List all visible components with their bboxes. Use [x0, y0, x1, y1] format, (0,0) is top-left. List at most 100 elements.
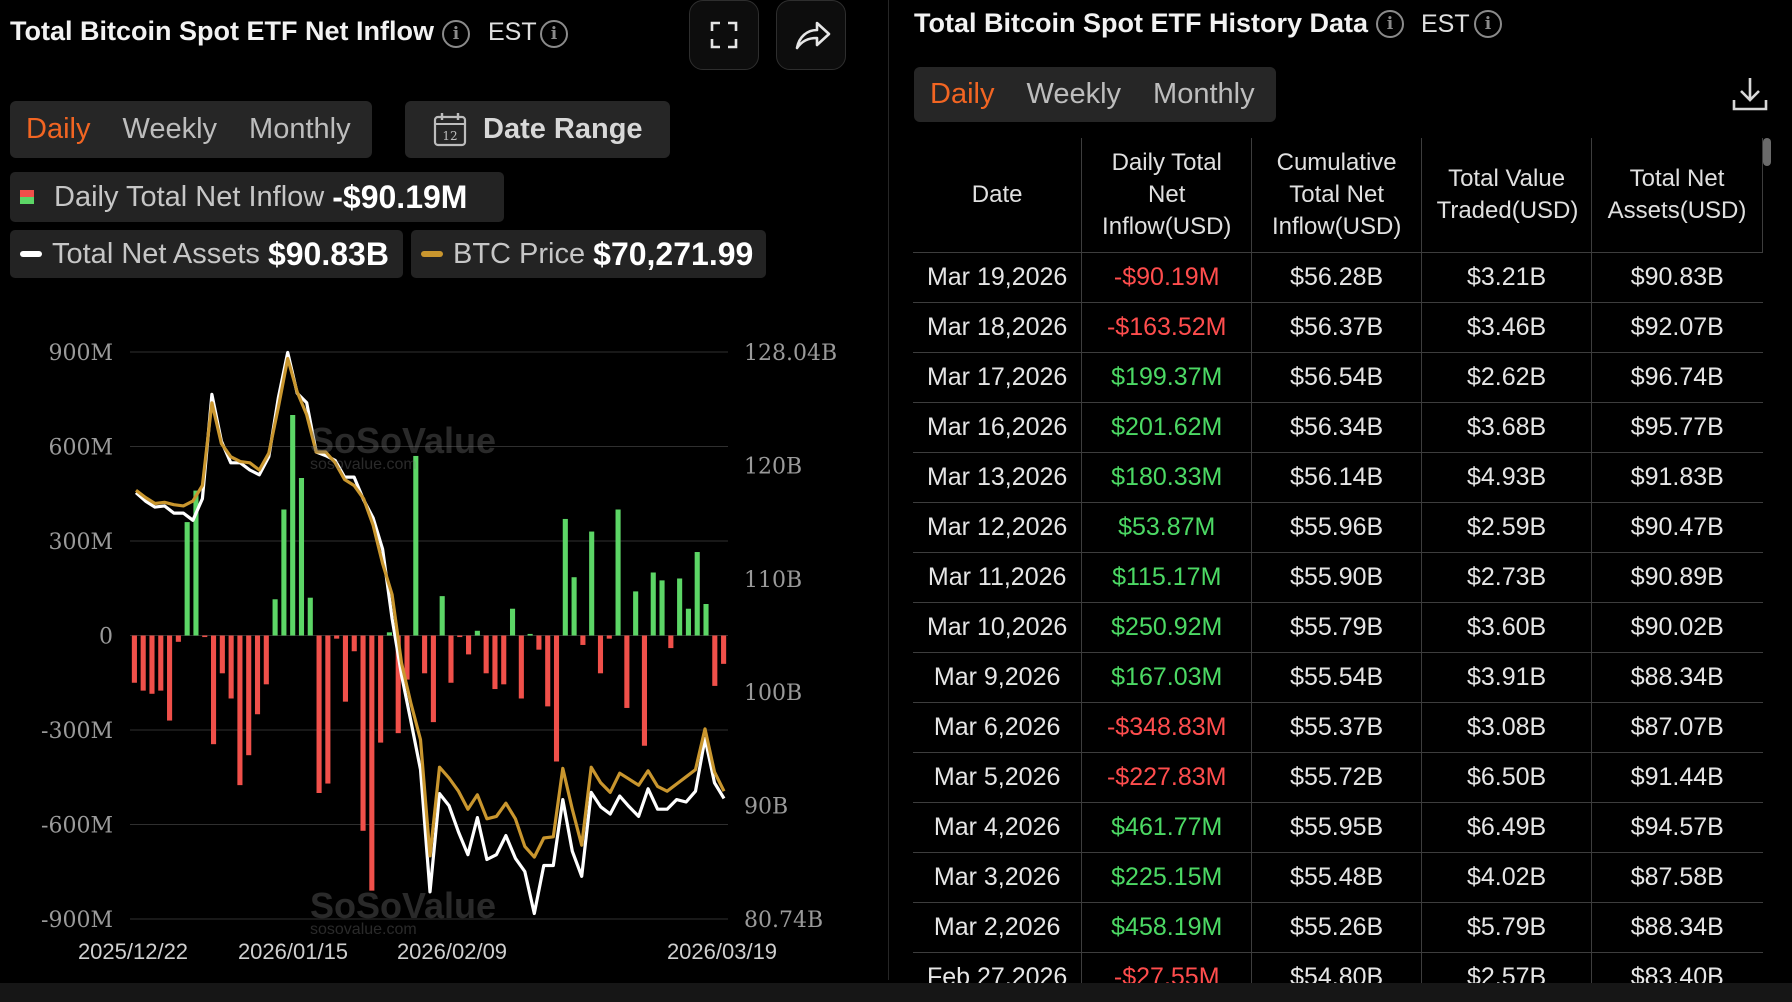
cell-daily-inflow: $225.15M: [1081, 852, 1252, 903]
cell-date: Mar 16,2026: [913, 402, 1082, 453]
col-header-date[interactable]: Date: [913, 138, 1083, 253]
inflow-bar: [641, 635, 648, 746]
info-icon[interactable]: i: [442, 20, 470, 48]
fullscreen-button[interactable]: [689, 0, 759, 70]
timezone-label: EST: [488, 18, 537, 46]
inflow-chart[interactable]: 900M 600M 300M 0 -300M -600M -900M 128.04B 120B 1…: [0, 300, 880, 990]
date-range-button[interactable]: 12 Date Range: [405, 101, 670, 158]
date-range-label: Date Range: [483, 113, 643, 145]
cell-cumulative: $55.48B: [1251, 852, 1422, 903]
cell-daily-inflow: $53.87M: [1081, 502, 1252, 553]
cell-net-assets: $90.83B: [1591, 252, 1763, 303]
cell-net-assets: $94.57B: [1591, 802, 1763, 853]
cell-daily-inflow: $201.62M: [1081, 402, 1252, 453]
inflow-bar: [633, 591, 639, 636]
inflow-bar: [237, 635, 243, 786]
inflow-bar: [624, 635, 630, 708]
cell-net-assets: $88.34B: [1591, 902, 1763, 953]
download-icon[interactable]: [1730, 74, 1770, 114]
cell-daily-inflow: -$90.19M: [1081, 252, 1252, 303]
table-row: Mar 9,2026 $167.03M $55.54B $3.91B $88.34B: [913, 652, 1763, 703]
legend-assets[interactable]: Total Net Assets $90.83B: [10, 230, 403, 278]
info-icon[interactable]: i: [1376, 10, 1404, 38]
table-row: Mar 2,2026 $458.19M $55.26B $5.79B $88.34B: [913, 902, 1763, 953]
cell-net-assets: $87.07B: [1591, 702, 1763, 753]
inflow-bar: [290, 415, 296, 636]
cell-date: Mar 5,2026: [913, 752, 1082, 803]
inflow-bar: [562, 518, 568, 636]
timezone-info-icon[interactable]: i: [540, 20, 568, 48]
table-scrollbar[interactable]: [1763, 138, 1771, 166]
inflow-bar: [536, 635, 542, 650]
inflow-bar: [272, 599, 278, 636]
inflow-bar: [175, 635, 181, 642]
cell-date: Mar 18,2026: [913, 302, 1082, 353]
cell-date: Mar 12,2026: [913, 502, 1082, 553]
inflow-bar: [140, 635, 146, 691]
tab-weekly[interactable]: Weekly: [122, 113, 218, 145]
chart-title: Total Bitcoin Spot ETF Net Inflow: [10, 16, 434, 46]
col-header-net-assets[interactable]: Total Net Assets(USD): [1591, 138, 1763, 253]
col-header-value-traded[interactable]: Total Value Traded(USD): [1421, 138, 1593, 253]
y-tick-label-left: 300M: [48, 530, 113, 555]
cell-value-traded: $3.46B: [1421, 302, 1592, 353]
cell-daily-inflow: $458.19M: [1081, 902, 1252, 953]
legend-btc-label: BTC Price: [453, 237, 586, 270]
timezone-info-icon[interactable]: i: [1474, 10, 1502, 38]
inflow-bar: [721, 635, 727, 664]
share-button[interactable]: [776, 0, 846, 70]
col-header-daily-inflow[interactable]: Daily Total Net Inflow(USD): [1081, 138, 1253, 253]
cell-net-assets: $90.47B: [1591, 502, 1763, 553]
col-header-cumulative[interactable]: Cumulative Total Net Inflow(USD): [1251, 138, 1423, 253]
cell-cumulative: $55.72B: [1251, 752, 1422, 803]
cell-net-assets: $91.44B: [1591, 752, 1763, 803]
inflow-swatch: [20, 190, 34, 204]
y-tick-label-left: 900M: [48, 341, 113, 366]
cell-cumulative: $56.34B: [1251, 402, 1422, 453]
inflow-bar: [466, 635, 472, 655]
cell-net-assets: $96.74B: [1591, 352, 1763, 403]
cell-date: Feb 27,2026: [913, 952, 1082, 985]
inflow-bar: [597, 635, 604, 674]
cell-value-traded: $3.21B: [1421, 252, 1592, 303]
tab-monthly[interactable]: Monthly: [1153, 78, 1255, 110]
inflow-bar: [589, 531, 595, 636]
inflow-bar: [439, 596, 445, 636]
calendar-day: 12: [442, 129, 457, 143]
cell-cumulative: $55.90B: [1251, 552, 1422, 603]
inflow-bar: [659, 580, 665, 636]
period-tabs: Daily Weekly Monthly: [10, 101, 372, 158]
y-tick-label-left: -600M: [41, 814, 113, 839]
y-tick-label-right: 110B: [744, 568, 802, 593]
table-row: Mar 4,2026 $461.77M $55.95B $6.49B $94.57B: [913, 802, 1763, 853]
history-table-container[interactable]: Date Daily Total Net Inflow(USD) Cumulat…: [913, 138, 1763, 985]
cell-net-assets: $83.40B: [1591, 952, 1763, 985]
legend-btc[interactable]: BTC Price $70,271.99: [411, 230, 766, 278]
legend-inflow[interactable]: Daily Total Net Inflow -$90.19M: [10, 172, 504, 222]
inflow-bar: [378, 635, 384, 743]
tab-daily[interactable]: Daily: [26, 113, 91, 145]
x-tick-label: 2026/02/09: [397, 939, 507, 964]
tab-monthly[interactable]: Monthly: [249, 113, 351, 145]
inflow-bar: [703, 604, 709, 636]
cell-value-traded: $6.49B: [1421, 802, 1592, 853]
inflow-bar: [685, 608, 691, 636]
tab-weekly[interactable]: Weekly: [1026, 78, 1122, 110]
fullscreen-icon: [710, 21, 738, 49]
cell-cumulative: $56.37B: [1251, 302, 1422, 353]
y-tick-label-right: 120B: [744, 454, 802, 479]
inflow-bar: [131, 635, 137, 683]
cell-date: Mar 13,2026: [913, 452, 1082, 503]
cell-net-assets: $87.58B: [1591, 852, 1763, 903]
tab-daily[interactable]: Daily: [930, 78, 995, 110]
inflow-bar: [395, 635, 401, 734]
table-row: Mar 19,2026 -$90.19M $56.28B $3.21B $90.83B: [913, 252, 1763, 303]
cell-cumulative: $55.54B: [1251, 652, 1422, 703]
inflow-bar: [615, 509, 621, 636]
cell-value-traded: $2.73B: [1421, 552, 1592, 603]
legend-assets-value: $90.83B: [267, 235, 389, 272]
share-icon: [795, 21, 831, 50]
total-net-assets-line: [134, 350, 726, 916]
legend-btc-value: $70,271.99: [593, 235, 754, 272]
inflow-bar: [246, 635, 252, 756]
